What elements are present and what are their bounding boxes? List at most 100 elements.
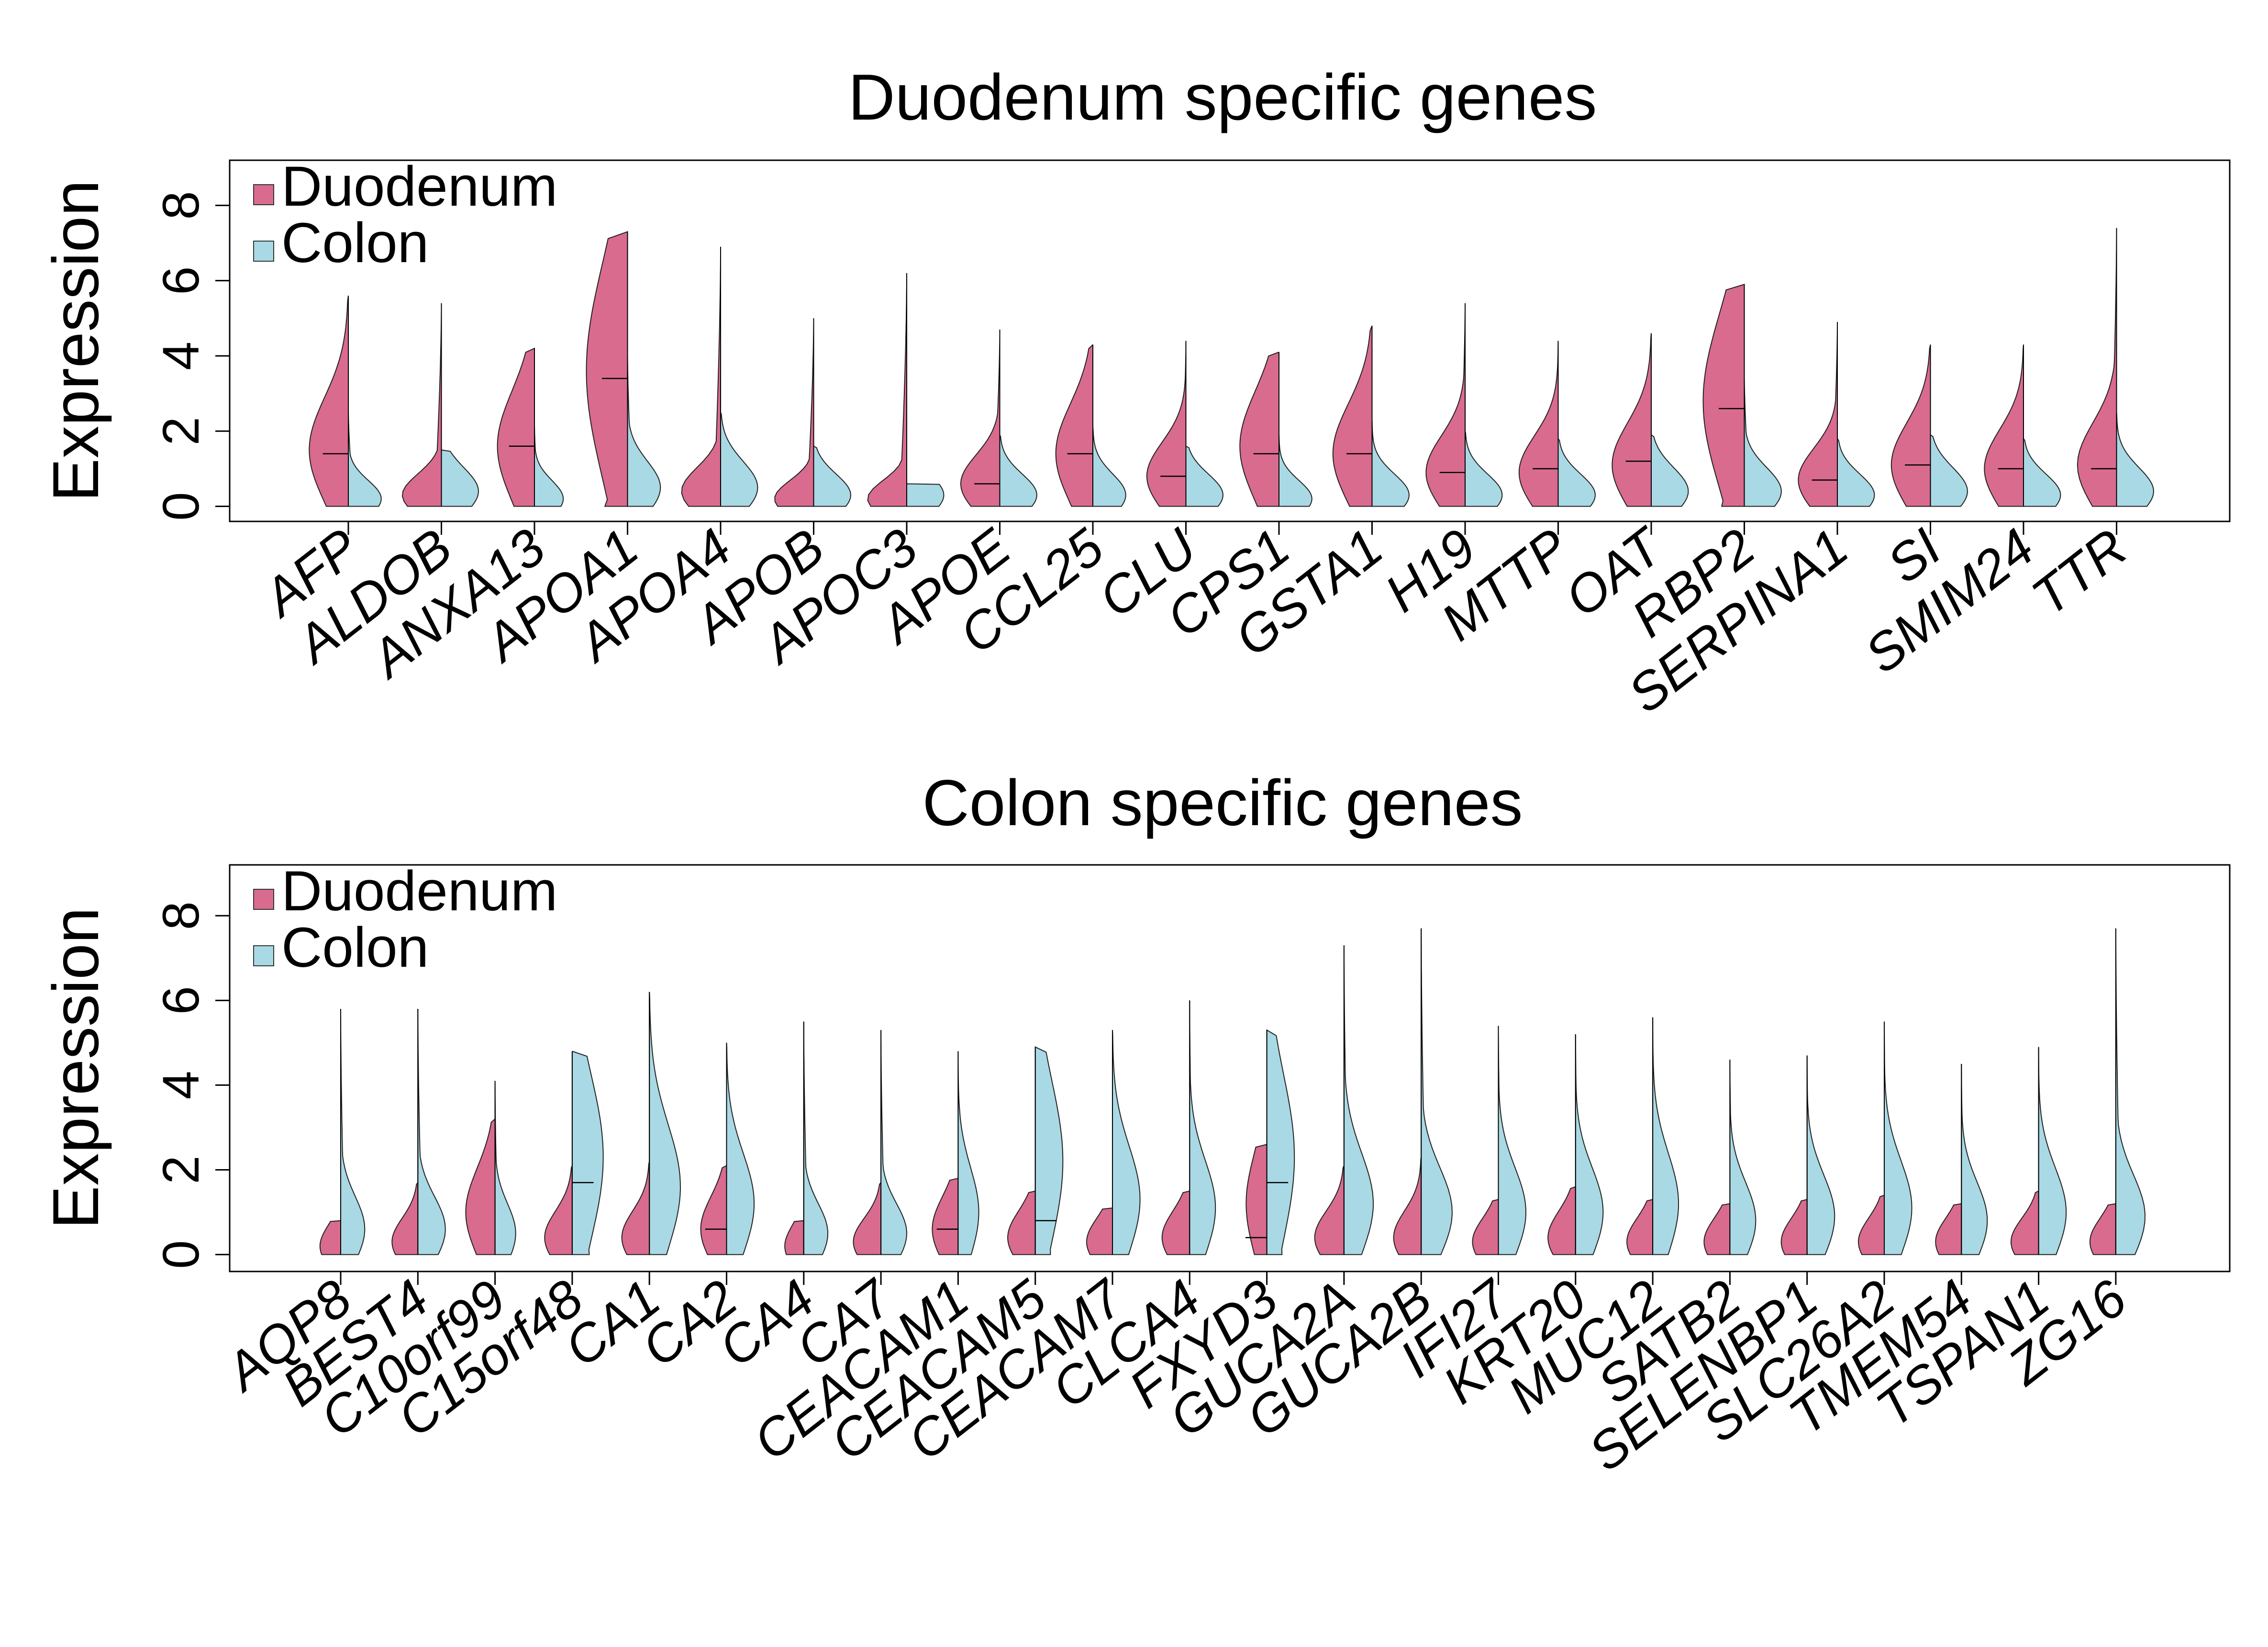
violin-colon [1185,445,1223,507]
violin-duodenum [867,273,907,507]
legend-label: Duodenum [281,860,557,923]
violin-colon [1961,1064,1988,1255]
chart-title: Duodenum specific genes [848,61,1597,133]
violin-colon [441,449,479,507]
duodenum-panel: Duodenum specific genes Expression 0 2 4 6 8 Du… [39,61,2231,724]
y-tick-label: 4 [152,342,210,370]
violin-duodenum [1702,284,1745,507]
violin-duodenum [2010,1190,2039,1255]
violin-colon [2115,928,2146,1255]
violin-duodenum [401,303,442,507]
violin-duodenum [1007,1190,1036,1255]
violin-duodenum [1780,1199,1808,1255]
violin-duodenum [319,1220,341,1255]
violin-duodenum [465,1118,496,1255]
violin-colon [999,434,1037,507]
violin-colon [1557,438,1596,507]
violin-colon [1112,1030,1141,1255]
legend-swatch [253,241,274,262]
y-tick-label: 0 [152,492,210,521]
chart-title: Colon specific genes [923,766,1523,839]
violin-duodenum [784,1220,804,1255]
violin-duodenum [544,1165,573,1255]
violin-colon [813,445,851,507]
violin-duodenum [960,329,1001,507]
violin-colon [649,992,681,1255]
violin-colon [1034,1046,1064,1255]
violin-duodenum [1703,1203,1731,1255]
violin-duodenum [309,295,349,507]
violin-duodenum [1239,352,1279,507]
violin-colon [1652,1017,1679,1255]
violin-duodenum [1518,341,1559,507]
violin-colon [1189,1000,1216,1255]
violin-duodenum [1161,1190,1190,1255]
violin-colon [340,1009,366,1255]
legend-label: Colon [281,916,429,979]
violin-colon [1729,1060,1757,1255]
violin-colon [1371,420,1410,507]
violin-duodenum [1393,1157,1422,1255]
violin-duodenum [774,318,814,507]
y-tick-label: 2 [152,417,210,445]
gene-label: TTR [2021,518,2138,627]
violin-duodenum [497,347,535,507]
violin-duodenum [681,246,721,507]
y-axis-label: Expression [39,907,112,1229]
violin-duodenum [2077,228,2117,507]
violin-duodenum [1890,344,1931,507]
legend-label: Colon [281,211,429,275]
y-tick-label: 6 [152,986,210,1015]
y-tick-label: 8 [152,191,210,220]
y-tick-label: 8 [152,901,210,930]
violin-colon [726,1042,755,1255]
violin-colon [1651,434,1689,507]
violin-duodenum [1984,344,2024,507]
violin-colon [957,1051,979,1255]
plot-frame [229,864,2231,1272]
legend-swatch [253,889,274,910]
colon-panel: Colon specific genes Expression 0 2 4 6 8 Duode… [39,766,2231,1482]
y-tick-label: 6 [152,266,210,295]
violin-colon [803,1021,829,1255]
violin-colon [1575,1034,1604,1255]
violin-duodenum [2089,1203,2116,1255]
violin-colon [880,1030,908,1255]
violin-colon [1421,928,1453,1255]
violin-colon [627,352,661,507]
y-axis-label: Expression [39,180,112,502]
violin-colon [906,483,945,507]
plot-frame [229,159,2231,522]
violin-duodenum [700,1164,727,1255]
y-tick-label: 0 [152,1240,210,1269]
violin-duodenum [932,1177,959,1255]
violin-duodenum [1612,333,1652,507]
violin-colon [2038,1047,2067,1255]
violin-colon [1465,431,1503,507]
violin-duodenum [1547,1186,1576,1255]
legend-swatch [253,184,274,205]
violin-colon [1498,1026,1527,1255]
violin-colon [1266,1029,1295,1255]
violin-colon [720,412,758,507]
violin-duodenum [1055,344,1093,507]
violin-duodenum [1425,303,1466,507]
violin-colon [417,1009,446,1255]
violin-duodenum [1314,1165,1345,1255]
violin-colon [494,1081,516,1255]
violin-colon [2116,412,2154,507]
violin-colon [1837,438,1875,507]
violin-colon [1092,427,1126,507]
violin-duodenum [1858,1194,1885,1255]
violin-duodenum [1086,1207,1113,1255]
violin-colon [1884,1021,1912,1255]
violin-duodenum [1146,341,1187,507]
y-tick-label: 4 [152,1071,210,1099]
violin-colon [348,409,382,507]
y-tick-label: 2 [152,1155,210,1184]
legend-swatch [253,945,274,966]
violin-duodenum [1935,1203,1962,1255]
violin-duodenum [586,231,628,507]
violin-colon [1806,1055,1835,1255]
